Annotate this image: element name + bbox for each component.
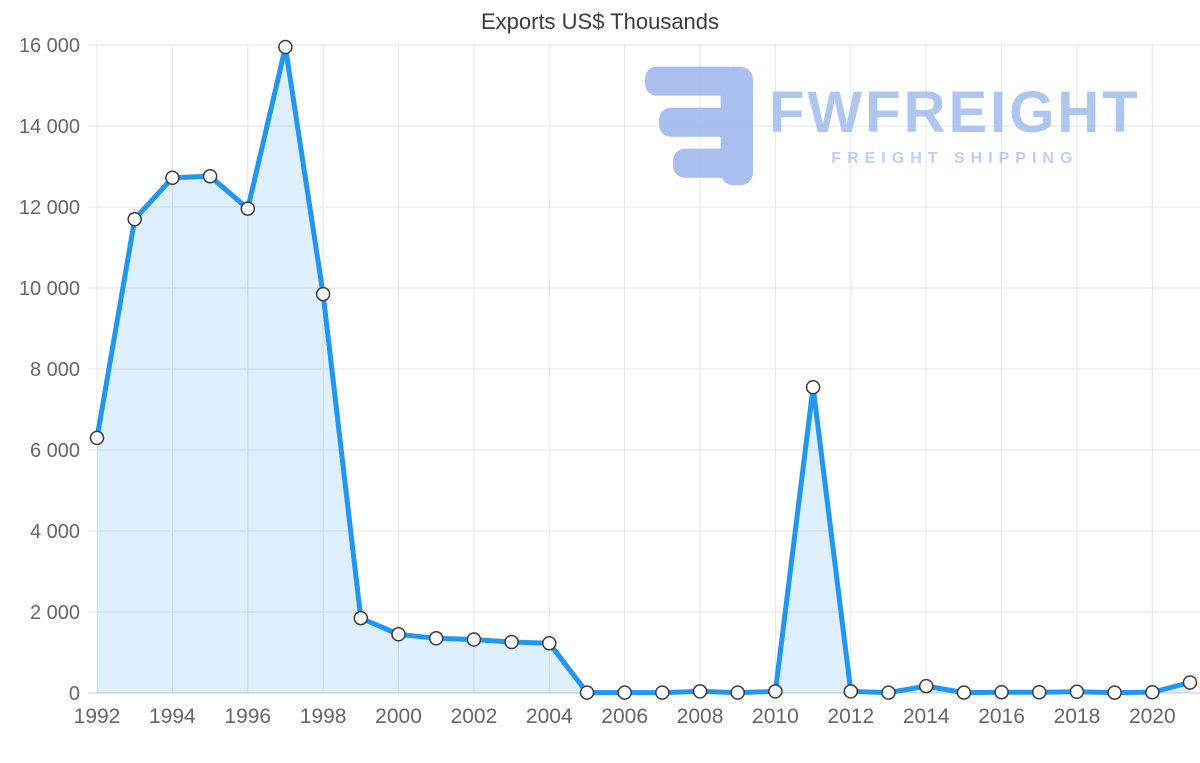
x-tick-label: 2000 — [375, 705, 422, 728]
y-tick-label: 14 000 — [19, 116, 80, 138]
data-point-marker[interactable] — [655, 685, 670, 700]
x-tick-label: 1996 — [224, 705, 271, 728]
data-point-marker[interactable] — [617, 685, 632, 700]
x-tick-label: 1994 — [149, 705, 196, 728]
x-tick-label: 1992 — [74, 705, 121, 728]
y-tick-label: 16 000 — [19, 35, 80, 57]
data-point-marker[interactable] — [353, 610, 369, 626]
data-point-marker[interactable] — [881, 685, 896, 700]
data-point-marker[interactable] — [428, 631, 444, 646]
data-point-marker[interactable] — [692, 684, 708, 699]
data-point-marker[interactable] — [579, 685, 595, 700]
data-point-marker[interactable] — [730, 685, 745, 700]
data-point-marker[interactable] — [1069, 684, 1085, 700]
data-point-marker[interactable] — [768, 684, 783, 699]
data-point-marker[interactable] — [391, 627, 406, 642]
x-tick-label: 2004 — [526, 705, 573, 728]
data-point-marker[interactable] — [89, 430, 105, 446]
data-point-marker[interactable] — [843, 684, 859, 699]
data-point-marker[interactable] — [542, 635, 557, 651]
x-tick-label: 2002 — [451, 705, 498, 728]
x-tick-label: 2010 — [752, 705, 799, 728]
y-tick-label: 8 000 — [30, 359, 80, 381]
data-point-marker[interactable] — [127, 211, 142, 227]
data-point-marker[interactable] — [240, 201, 256, 216]
data-point-marker[interactable] — [315, 286, 331, 302]
y-tick-label: 2 000 — [30, 602, 80, 624]
data-point-marker[interactable] — [1031, 684, 1047, 700]
y-tick-label: 6 000 — [30, 440, 80, 462]
data-point-marker[interactable] — [994, 684, 1009, 700]
data-point-marker[interactable] — [466, 632, 482, 647]
data-point-marker[interactable] — [278, 39, 293, 55]
x-tick-label: 2018 — [1054, 705, 1101, 728]
x-tick-label: 2020 — [1129, 705, 1176, 728]
data-point-marker[interactable] — [1107, 685, 1122, 700]
x-tick-label: 2014 — [903, 705, 950, 728]
x-tick-label: 2012 — [827, 705, 874, 728]
x-tick-label: 2006 — [601, 705, 648, 728]
data-point-marker[interactable] — [1182, 675, 1198, 690]
data-point-marker[interactable] — [504, 634, 519, 650]
data-point-marker[interactable] — [918, 678, 934, 694]
series-area — [97, 47, 1190, 693]
y-tick-label: 4 000 — [30, 521, 80, 543]
data-point-marker[interactable] — [165, 170, 180, 186]
data-point-marker[interactable] — [956, 685, 972, 700]
chart-title: Exports US$ Thousands — [480, 9, 720, 34]
data-point-marker[interactable] — [202, 168, 218, 184]
y-tick-label: 0 — [69, 683, 80, 705]
data-point-marker[interactable] — [1145, 684, 1160, 700]
data-point-marker[interactable] — [805, 379, 821, 395]
x-tick-label: 1998 — [300, 705, 347, 728]
x-tick-label: 2016 — [978, 705, 1025, 728]
x-tick-label: 2008 — [677, 705, 724, 728]
y-tick-label: 12 000 — [19, 197, 80, 219]
y-tick-label: 10 000 — [19, 278, 80, 300]
